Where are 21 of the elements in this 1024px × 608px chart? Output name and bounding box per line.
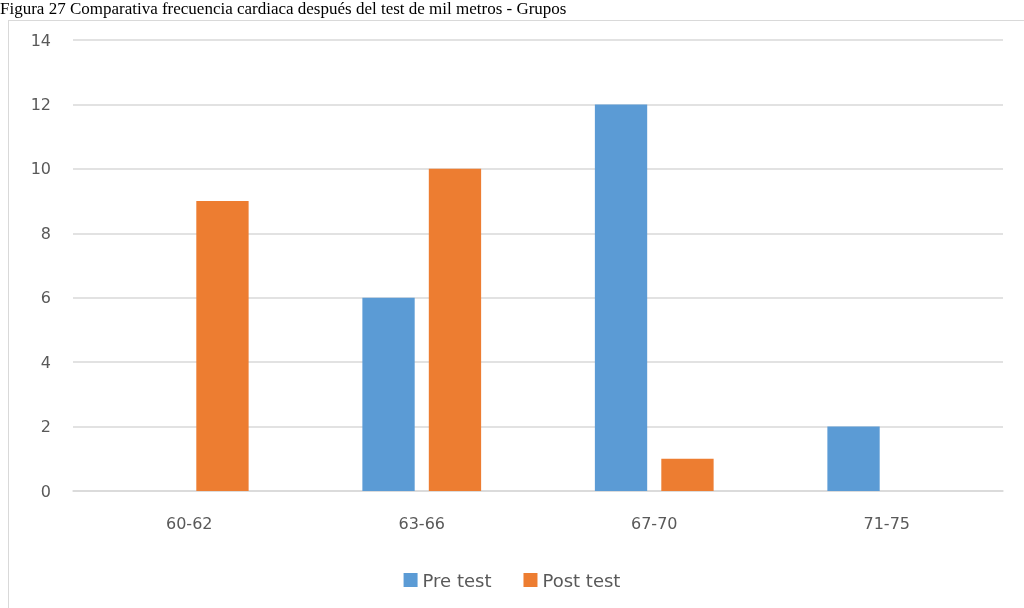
bar [196,201,249,491]
bar [362,297,415,491]
y-tick-label: 2 [40,417,51,437]
y-tick-label: 10 [30,159,51,179]
bar [428,168,482,491]
y-tick-label: 14 [30,30,51,50]
y-tick-label: 12 [30,94,51,114]
legend-label: Post test [542,569,621,591]
x-tick-label: 67-70 [631,513,678,533]
y-tick-label: 8 [40,223,51,243]
x-tick-label: 60-62 [166,513,213,533]
y-tick-label: 0 [40,481,51,501]
y-tick-label: 6 [40,288,51,308]
bar [827,426,880,491]
bar [594,104,648,491]
y-tick-label: 4 [40,352,51,372]
chart-title: Figura 27 Comparativa frecuencia cardiaca después del test de mil metros - Grupos [0,0,567,18]
legend-label: Pre test [422,569,492,591]
x-tick-label: 63-66 [398,513,445,533]
x-tick-label: 71-75 [863,513,910,533]
bar [661,458,714,491]
